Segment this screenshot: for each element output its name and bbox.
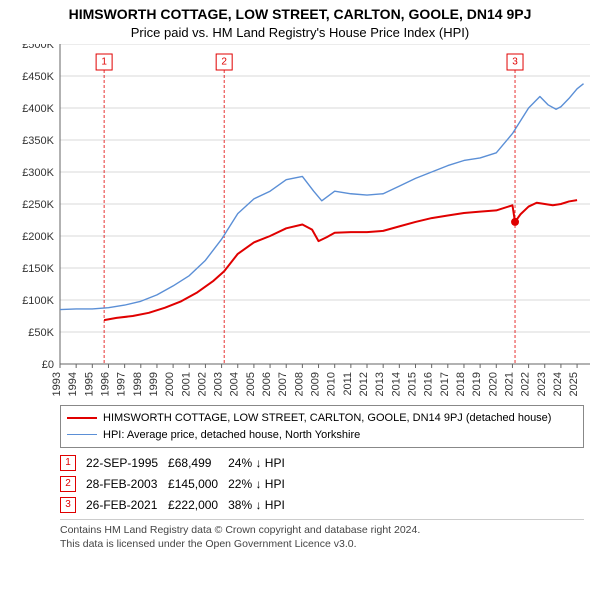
annotation-price: £145,000 (168, 473, 228, 494)
annotation-price: £68,499 (168, 452, 228, 473)
svg-text:1996: 1996 (99, 372, 111, 396)
legend-swatch (67, 434, 97, 435)
annotation-delta: 22% ↓ HPI (228, 473, 295, 494)
svg-text:2019: 2019 (471, 372, 483, 396)
legend-item: HPI: Average price, detached house, Nort… (67, 427, 577, 444)
svg-text:1999: 1999 (148, 372, 160, 396)
svg-text:1993: 1993 (51, 372, 63, 396)
svg-text:2024: 2024 (552, 372, 564, 396)
line-chart: £0 £50K £100K £150K £200K £250K £300K £350K £400… (0, 44, 600, 399)
svg-text:£250K: £250K (22, 199, 54, 211)
svg-text:1995: 1995 (83, 372, 95, 396)
svg-text:2008: 2008 (293, 372, 305, 396)
annotation-delta: 38% ↓ HPI (228, 494, 295, 515)
svg-text:1: 1 (101, 57, 107, 68)
svg-text:£450K: £450K (22, 71, 54, 83)
legend-label: HPI: Average price, detached house, Nort… (103, 427, 360, 444)
svg-text:2012: 2012 (358, 372, 370, 396)
svg-text:2011: 2011 (342, 372, 354, 396)
annotation-marker: 3 (60, 497, 76, 513)
annotation-table: 1 22-SEP-1995£68,49924% ↓ HPI 2 28-FEB-2003… (60, 452, 295, 515)
svg-text:£100K: £100K (22, 295, 54, 307)
svg-text:2013: 2013 (374, 372, 386, 396)
svg-text:1994: 1994 (67, 372, 79, 396)
svg-text:2009: 2009 (310, 372, 322, 396)
svg-text:2018: 2018 (455, 372, 467, 396)
annotation-date: 22-SEP-1995 (86, 452, 168, 473)
legend-swatch (67, 417, 97, 419)
footer-line-1: Contains HM Land Registry data © Crown c… (60, 523, 584, 537)
svg-text:3: 3 (512, 57, 518, 68)
svg-text:2002: 2002 (196, 372, 208, 396)
svg-text:2020: 2020 (487, 372, 499, 396)
svg-text:2006: 2006 (261, 372, 273, 396)
svg-text:2000: 2000 (164, 372, 176, 396)
svg-text:2016: 2016 (423, 372, 435, 396)
svg-text:£350K: £350K (22, 135, 54, 147)
chart-title: HIMSWORTH COTTAGE, LOW STREET, CARLTON, … (0, 0, 600, 22)
legend-item: HIMSWORTH COTTAGE, LOW STREET, CARLTON, … (67, 410, 577, 427)
annotation-row: 1 22-SEP-1995£68,49924% ↓ HPI (60, 452, 295, 473)
svg-text:2021: 2021 (503, 372, 515, 396)
legend: HIMSWORTH COTTAGE, LOW STREET, CARLTON, … (60, 405, 584, 448)
svg-text:2005: 2005 (245, 372, 257, 396)
svg-text:2017: 2017 (439, 372, 451, 396)
annotation-date: 26-FEB-2021 (86, 494, 168, 515)
svg-text:£400K: £400K (22, 103, 54, 115)
svg-text:2003: 2003 (213, 372, 225, 396)
svg-text:2001: 2001 (180, 372, 192, 396)
svg-text:1997: 1997 (116, 372, 128, 396)
svg-text:£500K: £500K (22, 44, 54, 51)
svg-text:2015: 2015 (406, 372, 418, 396)
svg-text:£300K: £300K (22, 167, 54, 179)
svg-text:1998: 1998 (132, 372, 144, 396)
chart-container: £0 £50K £100K £150K £200K £250K £300K £350K £400… (0, 44, 600, 399)
svg-text:2004: 2004 (229, 372, 241, 396)
svg-text:2025: 2025 (568, 372, 580, 396)
svg-text:£50K: £50K (28, 327, 54, 339)
annotation-date: 28-FEB-2003 (86, 473, 168, 494)
annotation-row: 3 26-FEB-2021£222,00038% ↓ HPI (60, 494, 295, 515)
svg-text:£150K: £150K (22, 263, 54, 275)
legend-label: HIMSWORTH COTTAGE, LOW STREET, CARLTON, … (103, 410, 551, 427)
annotation-marker: 1 (60, 455, 76, 471)
footer-line-2: This data is licensed under the Open Gov… (60, 537, 584, 551)
svg-text:2007: 2007 (277, 372, 289, 396)
svg-text:2022: 2022 (520, 372, 532, 396)
annotation-marker: 2 (60, 476, 76, 492)
svg-text:£200K: £200K (22, 231, 54, 243)
annotation-row: 2 28-FEB-2003£145,00022% ↓ HPI (60, 473, 295, 494)
annotation-price: £222,000 (168, 494, 228, 515)
svg-text:2: 2 (221, 57, 227, 68)
footer-attribution: Contains HM Land Registry data © Crown c… (60, 519, 584, 551)
svg-text:2014: 2014 (390, 372, 402, 396)
chart-subtitle: Price paid vs. HM Land Registry's House … (0, 22, 600, 44)
annotation-delta: 24% ↓ HPI (228, 452, 295, 473)
svg-text:2010: 2010 (326, 372, 338, 396)
svg-text:£0: £0 (42, 359, 54, 371)
svg-text:2023: 2023 (536, 372, 548, 396)
